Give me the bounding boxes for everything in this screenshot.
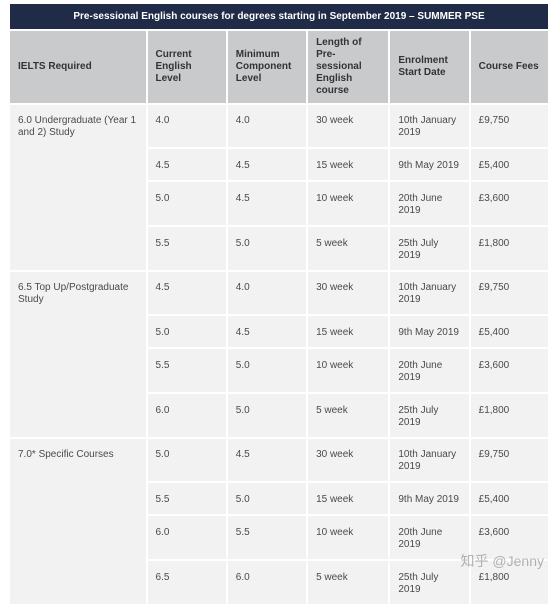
table-cell: £9,750 [470,272,548,314]
table-cell: 6.0 [147,516,226,559]
fees-table: IELTS Required Current English Level Minim… [8,29,550,606]
table-cell: 5.0 [227,394,307,437]
table-row: 5.5 5.0 10 week 20th June 2019 £3,600 [10,349,548,392]
table-cell: 5.0 [147,182,226,225]
table-cell: £1,800 [470,227,548,270]
table-cell: 5.0 [227,349,307,392]
table-row: 5.0 4.5 10 week 20th June 2019 £3,600 [10,182,548,225]
table-cell: 4.0 [147,105,226,147]
table-cell: 30 week [308,272,389,314]
table-cell: 5.0 [227,483,307,514]
table-cell: 30 week [308,105,389,147]
table-cell: £5,400 [470,483,548,514]
header-cell: Current English Level [147,31,226,103]
table-cell: £9,750 [470,105,548,147]
table-row: 6.5 Top Up/Postgraduate Study 4.5 4.0 30 we… [10,272,548,437]
table-cell: £3,600 [470,182,548,225]
table-container: Pre-sessional English courses for degree… [8,4,550,606]
table-cell: 15 week [308,316,389,347]
table-cell: 5 week [308,561,389,604]
table-cell: 9th May 2019 [390,316,469,347]
table-cell: 9th May 2019 [390,483,469,514]
header-cell: Course Fees [470,31,548,103]
table-cell: 20th June 2019 [390,182,469,225]
table-cell: 6.0 [147,394,226,437]
header-cell: Enrolment Start Date [390,31,469,103]
table-cell: 30 week [308,439,389,481]
table-cell: 6.5 [147,561,226,604]
ielts-cell: 6.0 Undergraduate (Year 1 and 2) Study [10,105,146,270]
table-row: 5.5 5.0 5 week 25th July 2019 £1,800 [10,227,548,270]
table-cell: 5.0 [147,316,226,347]
table-cell: 5.5 [227,516,307,559]
table-cell: 10 week [308,516,389,559]
table-cell: 20th June 2019 [390,349,469,392]
page: Pre-sessional English courses for degree… [10,4,548,604]
ielts-cell: 6.5 Top Up/Postgraduate Study [10,272,146,437]
table-row: 6.0 5.0 5 week 25th July 2019 £1,800 [10,394,548,437]
table-cell: 9th May 2019 [390,149,469,180]
table-cell: £3,600 [470,349,548,392]
table-cell: 15 week [308,149,389,180]
header-cell: Minimum Component Level [227,31,307,103]
table-cell: 10 week [308,182,389,225]
table-cell: £5,400 [470,149,548,180]
table-cell: 5.0 [227,227,307,270]
table-cell: 25th July 2019 [390,394,469,437]
table-row: 4.5 4.5 15 week 9th May 2019 £5,400 [10,149,548,180]
table-cell: 15 week [308,483,389,514]
ielts-cell: 7.0* Specific Courses [10,439,146,604]
table-cell: 6.0 [227,561,307,604]
table-cell: £5,400 [470,316,548,347]
table-cell: 4.5 [227,182,307,225]
table-cell: 4.5 [227,439,307,481]
watermark: 知乎 @Jenny [460,553,544,569]
table-row: 5.5 5.0 15 week 9th May 2019 £5,400 [10,483,548,514]
table-cell: 4.5 [147,149,226,180]
table-cell: 4.5 [147,272,226,314]
table-cell: 5.5 [147,483,226,514]
table-row: 6.0 5.5 10 week 20th June 2019 £3,600 [10,516,548,559]
table-body: 6.0 Undergraduate (Year 1 and 2) Study 4.… [10,105,548,604]
header-cell: IELTS Required [10,31,146,103]
table-cell: 25th July 2019 [390,561,469,604]
table-row: 7.0* Specific Courses 5.0 4.5 30 week 10th J… [10,439,548,604]
table-cell: 10th January 2019 [390,272,469,314]
table-cell: £1,800 [470,394,548,437]
table-cell: 10th January 2019 [390,439,469,481]
table-cell: 5.5 [147,227,226,270]
table-cell: 5.0 [147,439,226,481]
table-row: 6.0 Undergraduate (Year 1 and 2) Study 4.… [10,105,548,270]
table-cell: 10 week [308,349,389,392]
table-cell: 4.0 [227,105,307,147]
table-cell: 20th June 2019 [390,516,469,559]
table-title: Pre-sessional English courses for degree… [10,4,548,29]
table-cell: 4.5 [227,316,307,347]
table-cell: 5 week [308,394,389,437]
table-cell: 5 week [308,227,389,270]
table-cell: 10th January 2019 [390,105,469,147]
table-cell: 4.0 [227,272,307,314]
table-row: 5.0 4.5 15 week 9th May 2019 £5,400 [10,316,548,347]
header-cell: Length of Pre-sessional English course [308,31,389,103]
table-cell: 4.5 [227,149,307,180]
table-cell: 5.5 [147,349,226,392]
table-cell: £9,750 [470,439,548,481]
header-row: IELTS Required Current English Level Minim… [10,31,548,103]
table-cell: £3,600 [470,516,548,559]
table-cell: 25th July 2019 [390,227,469,270]
